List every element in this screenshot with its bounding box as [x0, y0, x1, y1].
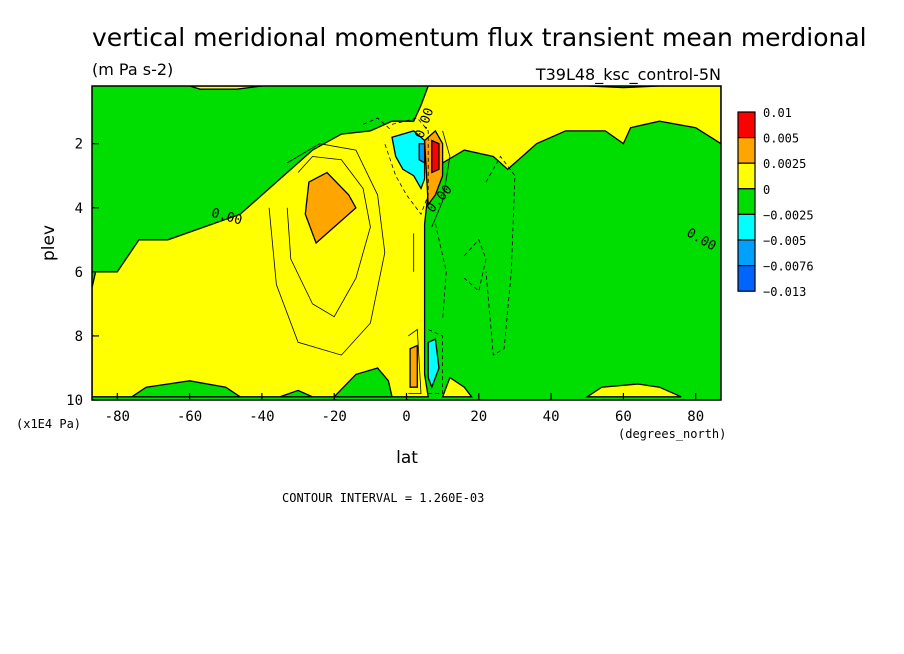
units-label: (m Pa s-2) [92, 60, 173, 79]
region-blue-core-upper [418, 143, 426, 165]
x-tick-label: -60 [177, 409, 202, 425]
legend-swatch [737, 137, 756, 164]
filled-contour-regions [92, 86, 721, 398]
x-tick-label: -40 [249, 409, 274, 425]
contour-line-solid-1 [268, 143, 386, 356]
region-yellow-bump-north-low [441, 376, 473, 398]
x-axis-ticks: -80 -60 -40 -20 0 20 40 60 80 [105, 393, 704, 425]
region-cyan-patch-lower [427, 338, 440, 390]
x-tick-label: 40 [543, 409, 560, 425]
contour-line-dashed-5 [435, 223, 447, 320]
legend-swatch [737, 162, 756, 190]
region-yellow-bump-north-60 [585, 383, 682, 398]
y-tick-label: 10 [66, 393, 83, 409]
chart-title: vertical meridional momentum flux transi… [92, 23, 867, 52]
legend-label: 0 [763, 183, 770, 197]
legend-label: 0.0025 [763, 157, 806, 171]
region-green-bump-b [332, 367, 393, 398]
y-axis-ticks: 2 4 6 8 10 [66, 137, 99, 409]
y-tick-label: 2 [75, 137, 83, 153]
legend-swatch [737, 188, 756, 216]
x-tick-label: 80 [687, 409, 704, 425]
color-legend: 0.01 0.005 0.0025 0 −0.0025 −0.005 −0.0076 −0.0… [737, 106, 814, 299]
legend-label: −0.0076 [763, 260, 814, 274]
region-red-core-equator [431, 139, 440, 174]
y-tick-label: 6 [75, 265, 83, 281]
y-tick-label: 4 [75, 201, 83, 217]
x-axis-units: (degrees_north) [618, 427, 726, 441]
contour-line-solid-0 [286, 156, 371, 318]
region-yellow-cap-top-40 [189, 86, 262, 90]
run-label: T39L48_ksc_control-5N [535, 65, 721, 85]
legend-swatch [737, 213, 756, 241]
x-tick-label: 0 [402, 409, 410, 425]
contour-lines [268, 117, 516, 395]
y-tick-label: 8 [75, 329, 83, 345]
y-axis-units: (x1E4 Pa) [16, 417, 81, 431]
legend-swatch [737, 111, 756, 139]
legend-swatch [737, 265, 756, 292]
x-tick-label: 20 [470, 409, 487, 425]
legend-label: 0.005 [763, 132, 799, 146]
contour-line-dashed-0 [384, 117, 429, 216]
x-tick-label: -80 [105, 409, 130, 425]
legend-label: −0.005 [763, 234, 806, 248]
contour-interval-label: CONTOUR INTERVAL = 1.260E-03 [282, 491, 484, 505]
region-cyan-patch-upper [391, 130, 426, 191]
legend-label: −0.0025 [763, 208, 814, 222]
legend-label: −0.013 [763, 285, 806, 299]
x-tick-label: 60 [615, 409, 632, 425]
y-axis-label: plev [39, 225, 59, 261]
region-orange-blob-south [304, 171, 357, 245]
region-green-bump-c [279, 389, 313, 398]
legend-swatch [737, 239, 756, 267]
contour-line-dashed-2 [485, 155, 516, 356]
legend-label: 0.01 [763, 106, 792, 120]
contour-line-dashed-1 [362, 117, 393, 132]
x-tick-label: -20 [322, 409, 347, 425]
contour-line-dashed-4 [428, 329, 444, 395]
contour-line-solid-4 [431, 130, 451, 228]
contour-line-solid-2 [408, 328, 422, 395]
x-axis-label: lat [396, 448, 418, 468]
contour-line-dashed-3 [464, 239, 487, 292]
region-orange-blob-low [409, 344, 418, 388]
region-green-bump-a [129, 380, 243, 398]
